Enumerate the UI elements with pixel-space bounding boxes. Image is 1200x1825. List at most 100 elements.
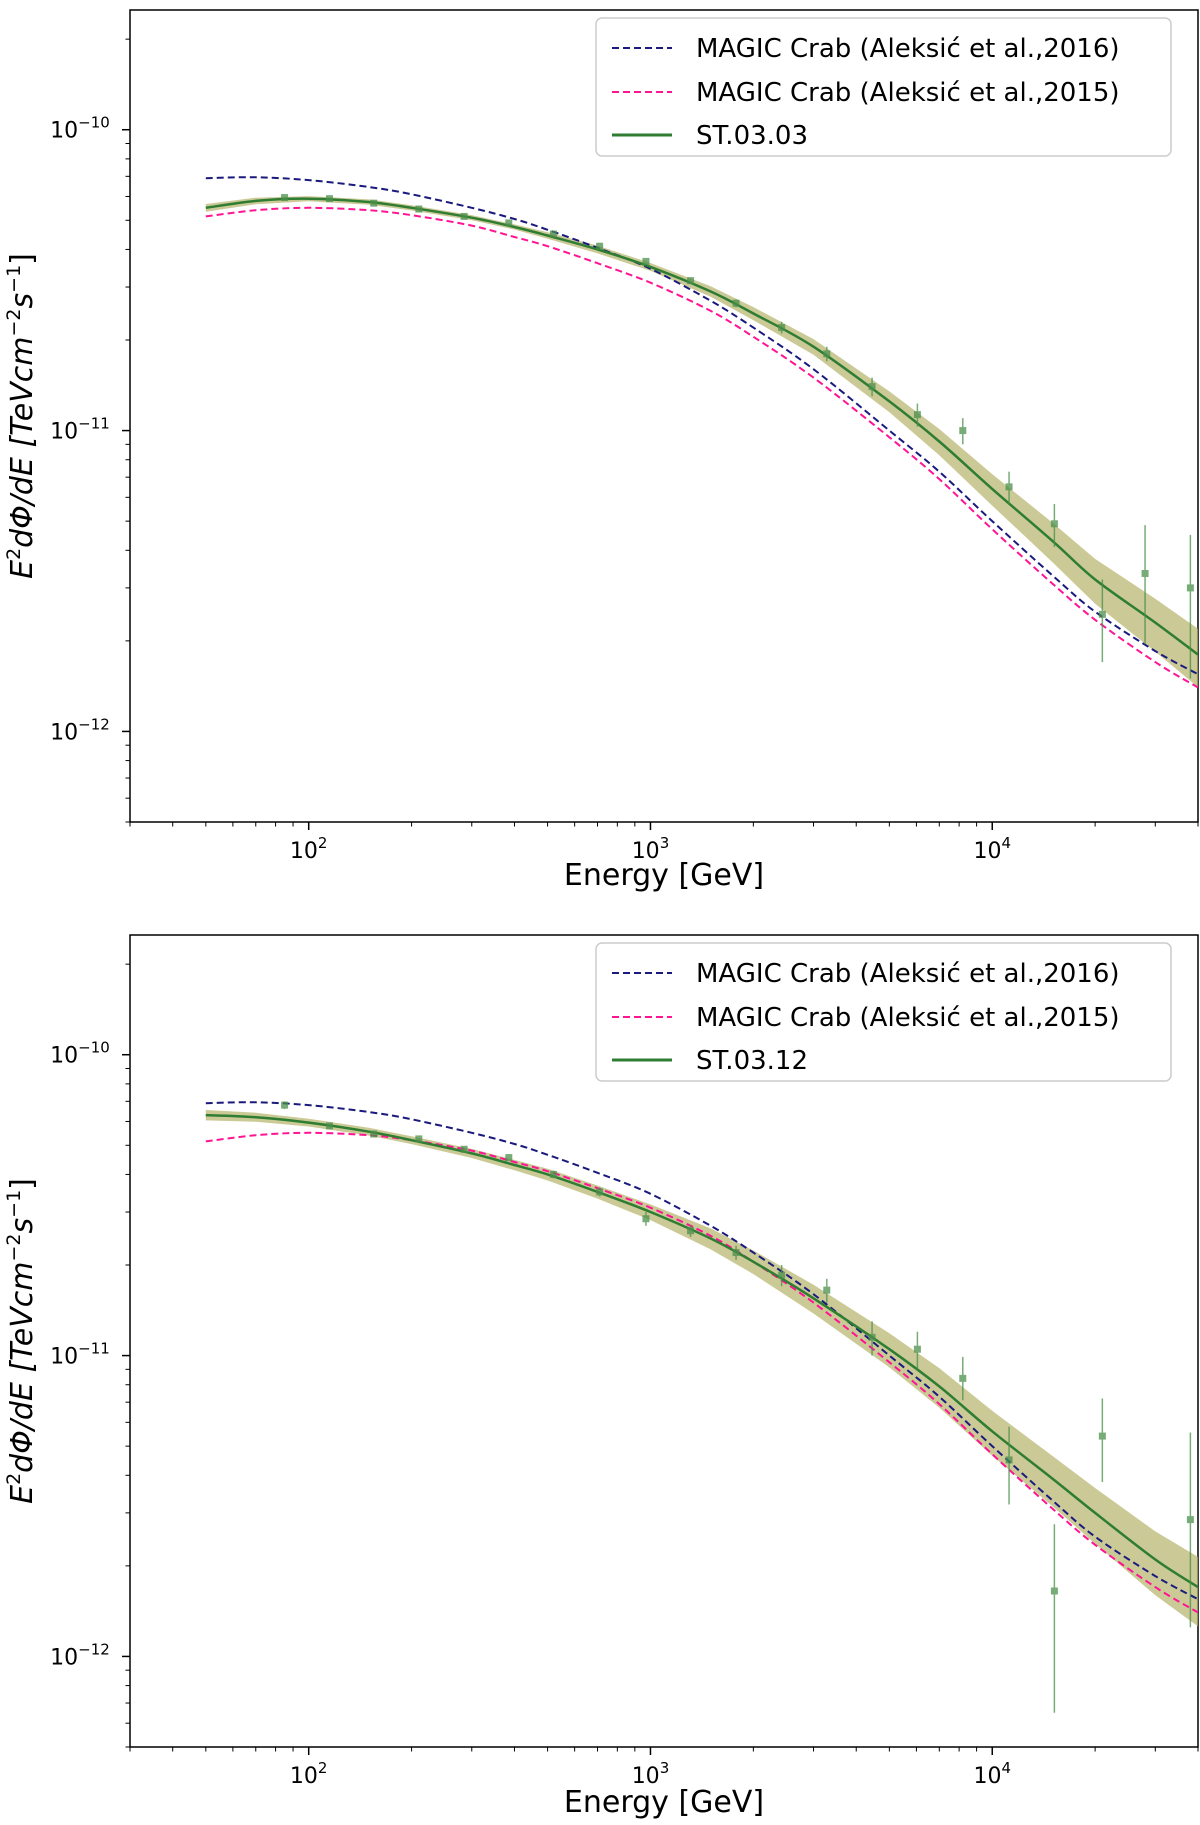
point-marker (549, 230, 557, 238)
y-tick-label: 10−12 (50, 1640, 110, 1670)
point-marker (460, 1145, 468, 1153)
x-tick-label: 102 (290, 1759, 328, 1789)
data-point (959, 1356, 967, 1401)
data-point (913, 1331, 921, 1370)
data-point (1098, 579, 1106, 663)
x-axis-label: Energy [GeV] (564, 858, 764, 893)
point-marker (823, 1286, 831, 1294)
x-axis-label: Energy [GeV] (564, 1785, 764, 1820)
point-marker (778, 1271, 786, 1279)
point-marker (868, 383, 876, 391)
series-line-model (205, 197, 1198, 656)
legend-box (595, 942, 1172, 1082)
data-point (549, 230, 557, 238)
point-marker (1098, 1432, 1106, 1440)
data-point (642, 257, 650, 265)
data-point (325, 195, 333, 203)
series-line-magic2015 (205, 206, 1198, 689)
data-point (732, 299, 740, 308)
data-point (1050, 1524, 1058, 1713)
data-point (1005, 471, 1013, 505)
point-marker (549, 1170, 557, 1178)
series-line-model (205, 1113, 1198, 1589)
data-point (505, 219, 513, 227)
x-tick-label: 102 (290, 834, 328, 864)
data-point (732, 1245, 740, 1260)
data-point (823, 346, 831, 362)
point-marker (505, 219, 513, 227)
point-marker (687, 277, 695, 285)
point-marker (687, 1227, 695, 1235)
data-point (1186, 534, 1194, 679)
data-point (1141, 525, 1149, 645)
y-axis-label: E2dΦ/dE [TeVcm−2s−1] (3, 253, 40, 579)
chart-panel-top: 102 103 104 10−10 10−11 10−12 Energy [GeV] E2… (3, 9, 1199, 893)
data-point (1098, 1398, 1106, 1483)
data-point (778, 1265, 786, 1287)
series-line-magic2015 (205, 1131, 1198, 1614)
point-marker (959, 427, 967, 435)
point-marker (415, 1135, 423, 1143)
point-marker (325, 1122, 333, 1130)
uncertainty-band (205, 196, 1198, 688)
data-point (823, 1278, 831, 1303)
data-point (687, 1224, 695, 1237)
y-tick-label: 10−11 (50, 1340, 110, 1370)
point-marker (505, 1154, 513, 1162)
y-tick-label: 10−10 (50, 1039, 110, 1069)
legend-entry-magic2016: MAGIC Crab (Aleksić et al.,2016) (696, 34, 1120, 64)
point-marker (732, 299, 740, 307)
data-point (596, 1187, 604, 1197)
point-marker (1005, 1456, 1013, 1464)
y-tick-label: 10−12 (50, 715, 110, 745)
data-point (868, 1321, 876, 1356)
data-point (325, 1122, 333, 1130)
point-marker (823, 350, 831, 358)
data-point (415, 205, 423, 213)
point-marker (778, 324, 786, 332)
data-point (460, 1145, 468, 1153)
x-tick-label: 104 (973, 1759, 1011, 1789)
uncertainty-band (205, 1110, 1198, 1627)
point-marker (1050, 1587, 1058, 1595)
data-point (642, 1212, 650, 1226)
legend-box (595, 17, 1172, 157)
point-marker (415, 205, 423, 213)
point-marker (1186, 584, 1194, 592)
data-point (370, 199, 378, 207)
point-marker (913, 1345, 921, 1353)
chart-panel-bottom: 102 103 104 10−10 10−11 10−12 Energy [GeV] E2… (3, 934, 1199, 1820)
legend: MAGIC Crab (Aleksić et al.,2016) MAGIC C… (595, 942, 1172, 1082)
data-point (687, 277, 695, 285)
legend-entry-magic2015: MAGIC Crab (Aleksić et al.,2015) (696, 78, 1120, 108)
data-point (505, 1154, 513, 1162)
point-marker (913, 411, 921, 419)
data-point (1050, 504, 1058, 548)
point-marker (959, 1374, 967, 1382)
data-point (415, 1135, 423, 1143)
point-marker (642, 257, 650, 265)
data-point (1186, 1432, 1194, 1628)
point-marker (370, 1130, 378, 1138)
data-point (549, 1170, 557, 1179)
point-marker (1141, 569, 1149, 577)
point-marker (596, 1188, 604, 1196)
legend-entry-magic2015: MAGIC Crab (Aleksić et al.,2015) (696, 1003, 1120, 1033)
legend-entry-model: ST.03.03 (696, 121, 808, 151)
point-marker (1050, 520, 1058, 528)
point-marker (732, 1249, 740, 1257)
legend-entry-model: ST.03.12 (696, 1046, 808, 1076)
data-point (281, 1101, 289, 1110)
point-marker (460, 212, 468, 220)
point-marker (868, 1333, 876, 1341)
point-marker (1098, 610, 1106, 618)
series-line-magic2016 (205, 176, 1198, 676)
point-marker (596, 242, 604, 250)
x-tick-label: 103 (632, 834, 670, 864)
y-tick-label: 10−10 (50, 114, 110, 144)
y-tick-label: 10−11 (50, 415, 110, 445)
legend-entry-magic2016: MAGIC Crab (Aleksić et al.,2016) (696, 959, 1120, 989)
x-tick-label: 104 (973, 834, 1011, 864)
data-point (1005, 1426, 1013, 1505)
data-point (460, 212, 468, 220)
